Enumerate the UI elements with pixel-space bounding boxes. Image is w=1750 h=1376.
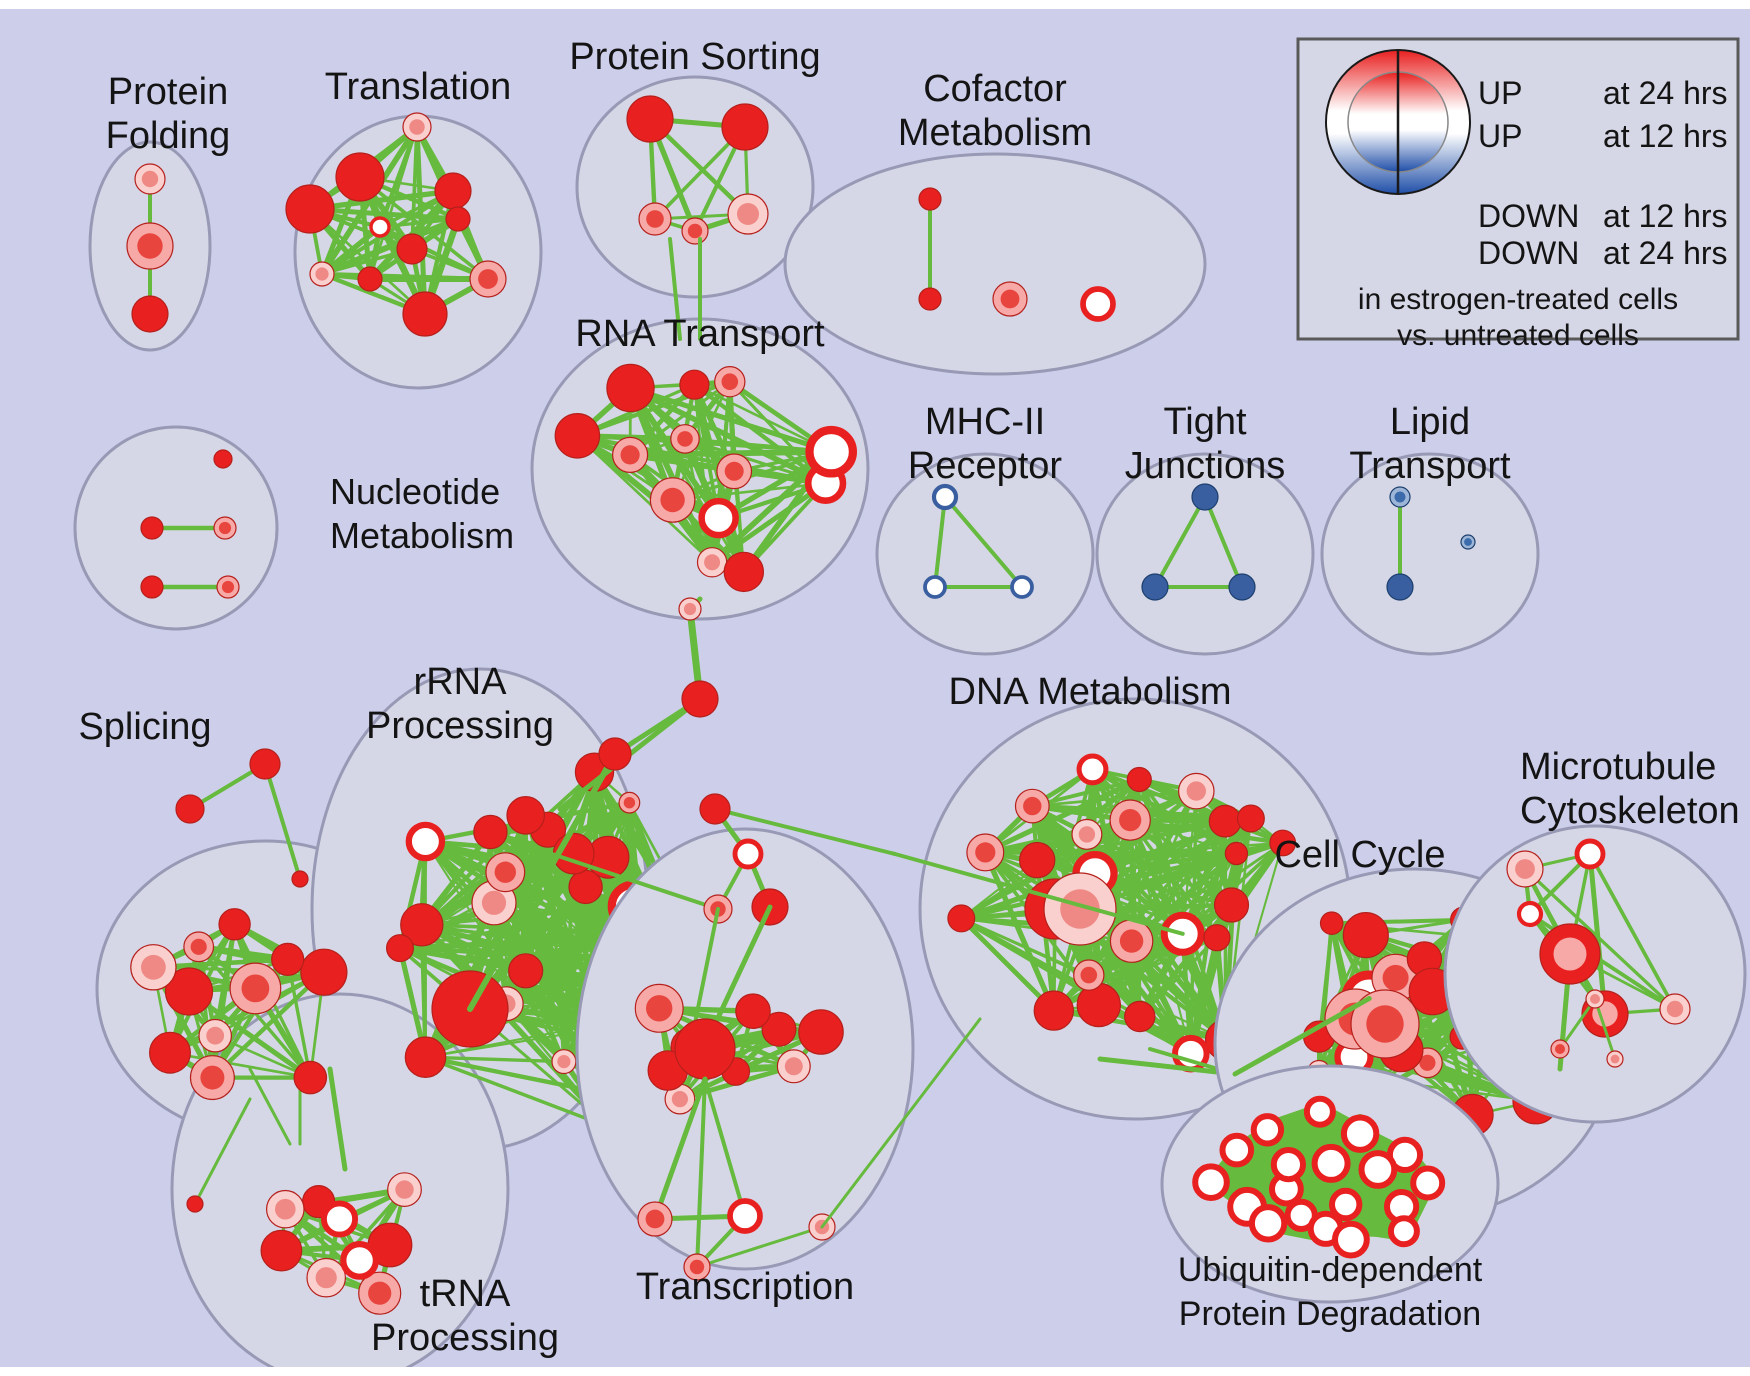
svg-text:Cytoskeleton: Cytoskeleton bbox=[1520, 790, 1740, 832]
svg-text:Microtubule: Microtubule bbox=[1520, 746, 1716, 788]
svg-text:rRNA: rRNA bbox=[414, 661, 508, 703]
svg-text:UP: UP bbox=[1478, 118, 1522, 154]
svg-text:Junctions: Junctions bbox=[1125, 445, 1286, 487]
svg-text:RNA Transport: RNA Transport bbox=[575, 313, 825, 355]
svg-text:Receptor: Receptor bbox=[908, 445, 1063, 487]
svg-text:Protein Sorting: Protein Sorting bbox=[569, 36, 820, 78]
svg-text:Transcription: Transcription bbox=[636, 1266, 854, 1308]
svg-text:tRNA: tRNA bbox=[420, 1273, 511, 1315]
svg-text:Cell Cycle: Cell Cycle bbox=[1274, 834, 1445, 876]
svg-text:vs. untreated cells: vs. untreated cells bbox=[1397, 319, 1639, 352]
svg-text:Processing: Processing bbox=[366, 705, 554, 747]
svg-text:UP: UP bbox=[1478, 75, 1522, 111]
svg-text:at 12 hrs: at 12 hrs bbox=[1603, 198, 1728, 234]
svg-text:Cofactor: Cofactor bbox=[923, 68, 1067, 110]
svg-text:Nucleotide: Nucleotide bbox=[330, 471, 500, 512]
svg-text:MHC-II: MHC-II bbox=[925, 401, 1045, 443]
svg-text:Folding: Folding bbox=[106, 115, 231, 157]
svg-text:DOWN: DOWN bbox=[1478, 235, 1579, 271]
svg-text:Processing: Processing bbox=[371, 1317, 559, 1359]
svg-text:DNA Metabolism: DNA Metabolism bbox=[949, 671, 1232, 713]
svg-text:DOWN: DOWN bbox=[1478, 198, 1579, 234]
svg-text:Translation: Translation bbox=[325, 66, 512, 108]
svg-text:in estrogen-treated cells: in estrogen-treated cells bbox=[1358, 283, 1678, 316]
svg-text:Metabolism: Metabolism bbox=[330, 515, 514, 556]
svg-text:at 12 hrs: at 12 hrs bbox=[1603, 118, 1728, 154]
svg-text:Lipid: Lipid bbox=[1390, 401, 1470, 443]
svg-text:Splicing: Splicing bbox=[78, 706, 211, 748]
svg-text:at 24 hrs: at 24 hrs bbox=[1603, 75, 1728, 111]
svg-text:Protein Degradation: Protein Degradation bbox=[1179, 1295, 1481, 1333]
svg-text:Ubiquitin-dependent: Ubiquitin-dependent bbox=[1178, 1251, 1483, 1289]
svg-text:at 24 hrs: at 24 hrs bbox=[1603, 235, 1728, 271]
svg-text:Protein: Protein bbox=[108, 71, 228, 113]
svg-text:Metabolism: Metabolism bbox=[898, 112, 1092, 154]
svg-text:Transport: Transport bbox=[1349, 445, 1511, 487]
svg-text:Tight: Tight bbox=[1163, 401, 1247, 443]
